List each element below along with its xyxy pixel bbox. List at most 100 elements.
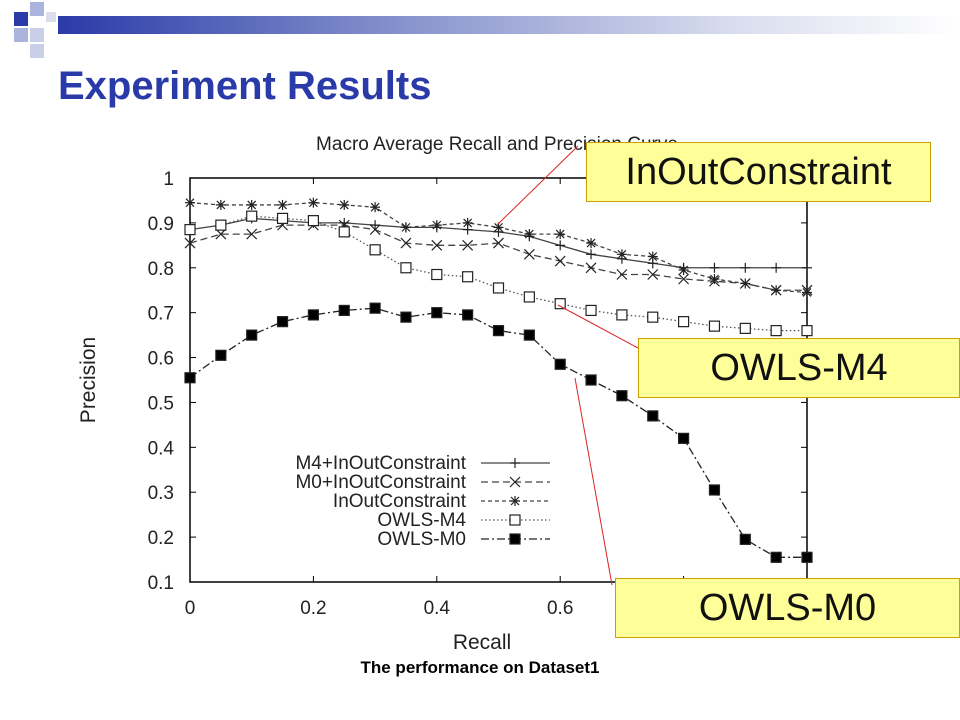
legend-label: M4+InOutConstraint [295, 453, 466, 474]
data-point [678, 265, 689, 276]
chart-legend: M4+InOutConstraintM0+InOutConstraintInOu… [295, 453, 550, 550]
data-point [647, 311, 659, 323]
data-point [554, 298, 566, 310]
callout-pointer-owls-m4 [557, 304, 639, 349]
data-point [647, 410, 659, 422]
data-point [740, 278, 751, 289]
data-point [647, 269, 659, 280]
data-point [492, 282, 505, 294]
y-tick-label: 0.8 [148, 259, 174, 280]
data-point [677, 432, 690, 444]
data-point [801, 551, 813, 563]
title-gradient-bar [58, 16, 960, 34]
y-tick-label: 0.4 [148, 438, 175, 459]
data-point [801, 325, 813, 337]
decor-square-4 [30, 28, 44, 42]
data-point [678, 273, 690, 285]
data-point [400, 222, 411, 233]
data-point [802, 262, 812, 273]
data-point [431, 239, 443, 251]
data-point [555, 229, 566, 240]
y-tick-label: 0.7 [148, 304, 174, 325]
data-point [431, 307, 443, 319]
y-axis-label: Precision [77, 337, 100, 423]
data-point [554, 358, 566, 370]
data-point [462, 271, 474, 283]
data-point [215, 199, 226, 210]
data-point [184, 372, 196, 384]
callout-pointer-owls-m0 [574, 377, 613, 586]
data-point [462, 217, 473, 228]
data-point [369, 224, 381, 236]
decor-square-1 [14, 12, 28, 26]
decor-square-2 [30, 2, 44, 16]
data-point [307, 309, 319, 321]
data-point [709, 262, 720, 273]
data-point [523, 248, 535, 260]
data-point [339, 217, 350, 228]
data-point [276, 212, 289, 224]
axis-ticks: 00.20.40.60.810.10.20.30.40.50.60.70.80.… [148, 169, 813, 619]
data-point [185, 197, 195, 208]
data-point [523, 291, 535, 303]
data-point [276, 316, 289, 328]
data-point [708, 484, 721, 496]
data-point [770, 551, 782, 563]
data-point [586, 238, 597, 249]
data-point [802, 287, 812, 298]
legend-marker [509, 533, 521, 545]
figure-caption: The performance on Dataset1 [360, 658, 600, 677]
data-point [647, 251, 658, 262]
data-point [616, 249, 627, 260]
data-point [493, 222, 504, 233]
data-point [585, 304, 597, 317]
data-point [184, 224, 196, 236]
x-axis-label: Recall [453, 631, 511, 654]
legend-marker [510, 458, 520, 468]
legend-label: OWLS-M4 [377, 510, 466, 531]
data-point [215, 349, 227, 361]
y-tick-label: 0.1 [148, 573, 174, 594]
data-point [554, 255, 566, 267]
data-point [770, 325, 782, 337]
y-tick-label: 0.9 [148, 214, 174, 235]
data-point [739, 533, 751, 545]
legend-marker [509, 476, 521, 488]
data-point [246, 228, 258, 240]
y-tick-label: 0.6 [148, 349, 174, 370]
legend-label: OWLS-M0 [377, 529, 466, 550]
legend-label: InOutConstraint [333, 491, 467, 512]
y-tick-label: 1 [163, 169, 174, 190]
data-point [215, 219, 227, 231]
data-point [616, 390, 628, 402]
y-tick-label: 0.5 [148, 393, 174, 414]
legend-marker [509, 514, 521, 526]
data-point [492, 325, 505, 337]
y-tick-label: 0.3 [148, 483, 174, 504]
callout-inoutconstraint: InOutConstraint [586, 142, 931, 202]
data-point [246, 329, 258, 341]
data-point [462, 309, 474, 321]
y-tick-label: 0.2 [148, 528, 174, 549]
data-point [740, 262, 751, 273]
data-point [184, 237, 196, 249]
data-point [431, 220, 442, 231]
data-point [523, 329, 535, 341]
data-point [308, 197, 319, 208]
series-markers [184, 197, 813, 563]
callout-pointer-inout [496, 145, 579, 226]
x-tick-label: 0.6 [547, 598, 573, 619]
data-point [616, 269, 628, 280]
data-point [339, 199, 350, 210]
data-point [215, 228, 227, 240]
data-point [338, 226, 350, 238]
data-point [586, 249, 597, 260]
data-point [338, 304, 350, 317]
data-point [616, 309, 628, 321]
x-tick-label: 0 [185, 598, 196, 619]
x-tick-label: 0.2 [300, 598, 326, 619]
data-point [524, 229, 535, 240]
callout-owls-m0: OWLS-M0 [615, 578, 960, 638]
data-point [277, 199, 288, 210]
data-point [677, 316, 690, 328]
